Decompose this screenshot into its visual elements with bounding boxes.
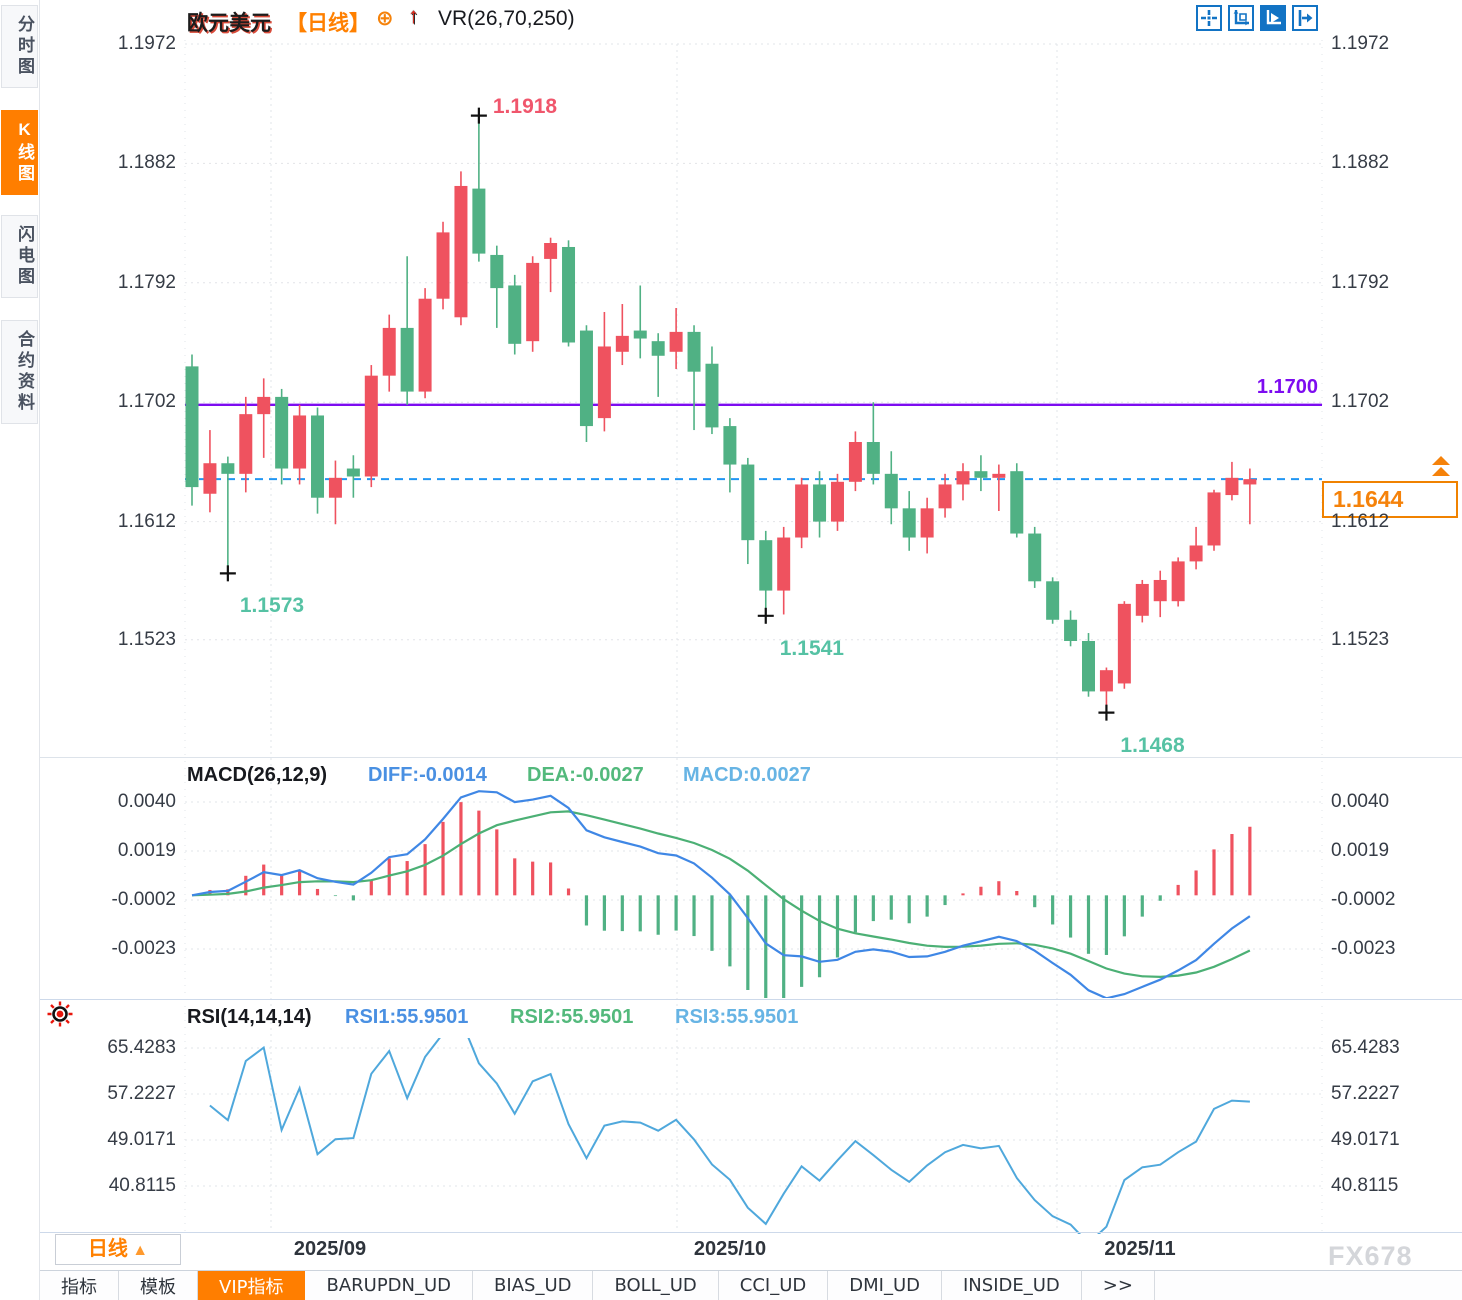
bottom-tab--[interactable]: 模板 [119, 1271, 198, 1300]
price-axis-label-right: 1.1972 [1331, 33, 1390, 54]
bottom-tab-bias_ud[interactable]: BIAS_UD [473, 1271, 594, 1300]
price-up-marker-icon [1432, 456, 1450, 465]
macd-axis-label-left: 0.0019 [117, 840, 176, 861]
extreme-price-label: 1.1541 [779, 636, 844, 660]
rsi-axis-label-left: 65.4283 [107, 1037, 176, 1058]
macd-value: MACD:0.0027 [683, 764, 811, 786]
price-axis-label-right: 1.1792 [1331, 272, 1390, 293]
indicator-settings-icon[interactable] [46, 1000, 74, 1033]
vr-indicator-label[interactable]: VR(26,70,250) [438, 7, 575, 30]
price-axis-label-right: 1.1882 [1331, 152, 1390, 173]
macd-axis-label-left: -0.0023 [111, 938, 176, 959]
price-axis-label-left: 1.1972 [117, 33, 176, 54]
macd-dea-value: DEA:-0.0027 [527, 764, 644, 786]
panel-separator [40, 1232, 1462, 1233]
price-axis-label-right: 1.1523 [1331, 629, 1390, 650]
rsi-axis-label-right: 57.2227 [1331, 1083, 1400, 1104]
bottom-tab--[interactable]: 指标 [40, 1271, 119, 1300]
indicator-tab-bar: 指标 模板 VIP指标 BARUPDN_UD BIAS_UD BOLL_UD CCI_UD D… [40, 1270, 1462, 1300]
extreme-price-label: 1.1468 [1120, 733, 1185, 757]
period-label: 日线 [87, 1238, 128, 1260]
price-axis-label-left: 1.1523 [117, 629, 176, 650]
macd-axis-label-right: -0.0002 [1331, 889, 1396, 910]
macd-title[interactable]: MACD(26,12,9) [187, 764, 328, 786]
chart-toolbar [1196, 5, 1318, 31]
axis-range-icon[interactable] [1228, 5, 1254, 31]
bottom-tab-barupdn_ud[interactable]: BARUPDN_UD [305, 1271, 474, 1300]
extreme-price-label: 1.1573 [239, 594, 305, 618]
rsi-title[interactable]: RSI(14,14,14) [187, 1006, 312, 1028]
price-axis-label-left: 1.1792 [117, 272, 176, 293]
bottom-tab--[interactable]: >> [1082, 1271, 1155, 1300]
rsi-axis-label-right: 49.0171 [1331, 1129, 1400, 1150]
period-tag[interactable]: 【日线】 [286, 12, 370, 35]
pan-right-icon[interactable] [1292, 5, 1318, 31]
macd-axis-label-left: -0.0002 [111, 889, 176, 910]
rsi-axis-label-right: 65.4283 [1331, 1037, 1400, 1058]
macd-axis-label-right: 0.0040 [1331, 791, 1390, 812]
period-selector-button[interactable]: 日线 ▲ [55, 1234, 181, 1265]
bottom-tab-cci_ud[interactable]: CCI_UD [719, 1271, 829, 1300]
price-axis-label-right: 1.1612 [1331, 511, 1390, 532]
rsi-plot [209, 1038, 1250, 1234]
chevron-up-icon: ▲ [132, 1242, 149, 1259]
crosshair-icon[interactable] [1196, 5, 1222, 31]
panel-separator [40, 757, 1462, 758]
price-axis-label-left: 1.1612 [117, 511, 176, 532]
month-axis-label: 2025/10 [693, 1238, 767, 1260]
sidebar-tab-flash-chart[interactable]: 闪电图 [1, 215, 38, 298]
symbol-title: 欧元美元 [187, 12, 271, 35]
sidebar-tab-timeline-chart[interactable]: 分时图 [1, 5, 38, 88]
extreme-marks [219, 107, 1115, 721]
macd-plot [191, 790, 1252, 998]
axis-play-icon[interactable] [1260, 5, 1286, 31]
price-axis-label-left: 1.1702 [117, 391, 176, 412]
price-axis-label-left: 1.1882 [117, 152, 176, 173]
watermark: FX678 [1328, 1241, 1413, 1271]
macd-axis-label-right: -0.0023 [1331, 938, 1396, 959]
rsi-axis-label-left: 40.8115 [108, 1175, 176, 1196]
macd-diff-value: DIFF:-0.0014 [368, 764, 487, 786]
sidebar-tab-contract-info[interactable]: 合约资料 [1, 320, 38, 424]
month-axis-label: 2025/11 [1104, 1238, 1176, 1260]
left-sidebar: 分时图 K线图 闪电图 合约资料 [0, 0, 40, 1300]
panel-separator [40, 999, 1462, 1000]
rsi2-value: RSI2:55.9501 [510, 1006, 634, 1028]
sidebar-tab-candle-chart[interactable]: K线图 [1, 110, 38, 195]
macd-axis-label-left: 0.0040 [117, 791, 176, 812]
add-indicator-icon[interactable]: ⊕ [376, 7, 394, 30]
bottom-tab-dmi_ud[interactable]: DMI_UD [828, 1271, 942, 1300]
rsi1-value: RSI1:55.9501 [345, 1006, 469, 1028]
price-up-marker-icon [1432, 467, 1450, 476]
rsi3-value: RSI3:55.9501 [675, 1006, 799, 1028]
rsi-axis-label-left: 57.2227 [107, 1083, 176, 1104]
candles [185, 115, 1257, 713]
macd-axis-label-right: 0.0019 [1331, 840, 1390, 861]
rsi-axis-label-left: 49.0171 [107, 1129, 176, 1150]
month-axis-label: 2025/09 [293, 1238, 367, 1260]
price-axis-label-right: 1.1702 [1331, 391, 1390, 412]
bottom-tab-inside_ud[interactable]: INSIDE_UD [942, 1271, 1082, 1300]
bottom-tab-boll_ud[interactable]: BOLL_UD [593, 1271, 719, 1300]
bottom-tab-vip-[interactable]: VIP指标 [198, 1271, 306, 1300]
up-arrow-icon: ↑ [408, 3, 419, 28]
rsi-axis-label-right: 40.8115 [1331, 1175, 1399, 1196]
last-price-box: 1.1644 [1322, 481, 1458, 518]
extreme-price-label: 1.1918 [492, 94, 558, 118]
horizontal-line-price-label[interactable]: 1.1700 [1256, 376, 1318, 398]
